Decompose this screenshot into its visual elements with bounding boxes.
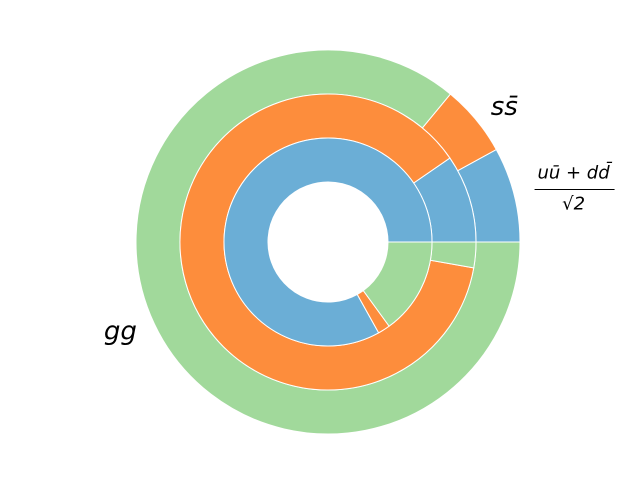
wedge: [223, 137, 433, 347]
label-numerator: uū + dd̄: [537, 161, 612, 183]
wedge-label: gg: [104, 316, 137, 346]
wedge: [362, 241, 433, 327]
label-denominator: √2: [562, 193, 585, 214]
wedge-label: ss̄: [491, 92, 519, 122]
wedge-label: uū + dd̄ √2: [534, 161, 615, 214]
